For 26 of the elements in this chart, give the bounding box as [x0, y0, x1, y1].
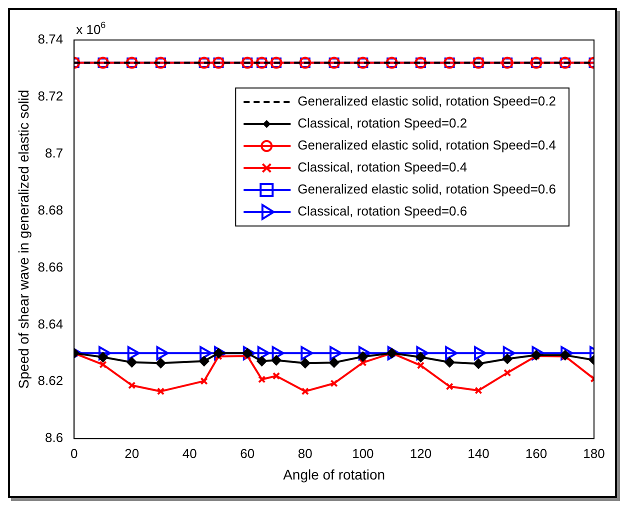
x-tick-label: 80 [298, 446, 312, 461]
x-tick-label: 100 [352, 446, 374, 461]
legend-label: Generalized elastic solid, rotation Speed=0.2 [298, 94, 556, 109]
x-tick-label: 140 [468, 446, 490, 461]
y-tick-label: 8.6 [45, 430, 64, 446]
y-axis-title: Speed of shear wave in generalized elastic solid [15, 90, 32, 389]
x-tick-label: 160 [525, 446, 548, 461]
legend-label: Classical, rotation Speed=0.4 [298, 160, 468, 175]
y-tick-label: 8.66 [38, 259, 64, 274]
y-tick-label: 8.72 [38, 88, 64, 104]
y-tick-label: 8.68 [38, 202, 64, 218]
legend-label: Classical, rotation Speed=0.6 [298, 204, 468, 219]
y-tick-label: 8.7 [45, 145, 64, 160]
x-tick-label: 20 [124, 446, 140, 461]
x-tick-label: 40 [182, 446, 197, 461]
x-tick-label: 60 [240, 446, 255, 461]
x-tick-label: 120 [410, 446, 432, 461]
x-tick-label: 0 [70, 446, 78, 461]
y-tick-label: 8.74 [38, 32, 64, 47]
y-tick-label: 8.62 [38, 373, 64, 388]
legend-label: Classical, rotation Speed=0.2 [298, 116, 468, 131]
legend-label: Generalized elastic solid, rotation Speed=0.4 [298, 138, 556, 153]
y-tick-label: 8.64 [38, 316, 64, 332]
legend-label: Generalized elastic solid, rotation Speed=0.6 [298, 182, 556, 197]
x-tick-label: 180 [583, 446, 605, 461]
x-axis-title: Angle of rotation [283, 466, 386, 482]
